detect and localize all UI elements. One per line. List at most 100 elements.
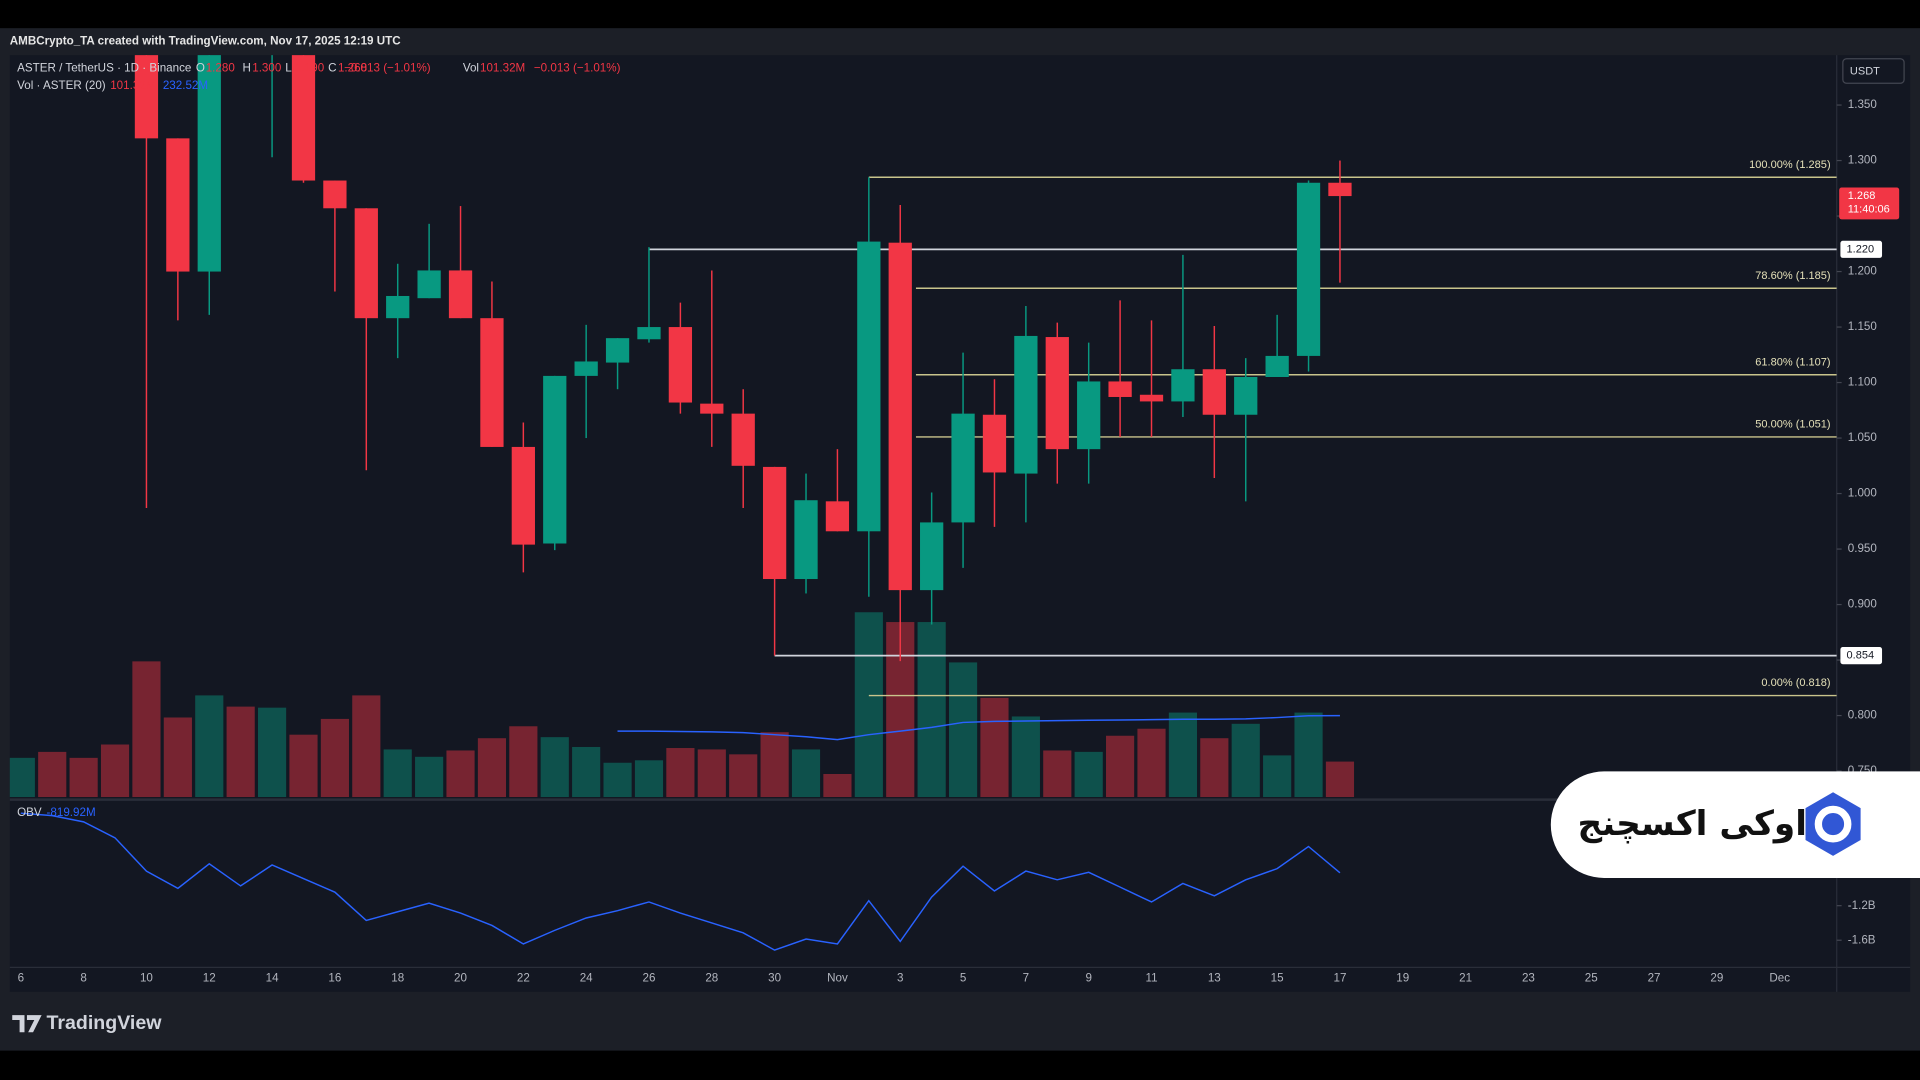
- ohlc-value: 1.300: [252, 62, 282, 75]
- symbol: ASTER / TetherUS · 1D · Binance: [17, 62, 191, 75]
- candle-body: [197, 55, 221, 272]
- x-tick-label: 15: [1271, 971, 1284, 984]
- ohlc-key: O: [196, 62, 205, 75]
- volume-bar: [1043, 750, 1072, 798]
- volume-bar: [195, 695, 224, 798]
- fib-label: 78.60% (1.185): [1755, 270, 1830, 282]
- volume-bar: [854, 612, 883, 798]
- y-tick-label: 1.300: [1848, 154, 1878, 167]
- hline-axis-box: [1840, 647, 1883, 665]
- price-label-box: [1839, 187, 1900, 220]
- volume-bar: [634, 760, 664, 798]
- x-tick-label: 17: [1333, 971, 1346, 984]
- fib-label: 0.00% (0.818): [1761, 677, 1830, 689]
- volume-bar: [948, 662, 978, 798]
- volume-bar: [1106, 735, 1135, 798]
- x-tick-label: 30: [768, 971, 781, 984]
- axes: 0.7500.8000.8500.9000.9501.0001.0501.100…: [18, 98, 1900, 984]
- candle-body: [323, 180, 347, 209]
- price-label: 1.268: [1848, 190, 1876, 202]
- candle-body: [417, 270, 441, 299]
- obv-plot: [20, 812, 1341, 951]
- obv-tick-label: -1.2B: [1848, 899, 1876, 912]
- volume-bar: [9, 757, 35, 798]
- volume-bar: [917, 622, 946, 798]
- volume-ma-value: 232.52M: [163, 79, 208, 92]
- x-tick-label: 10: [140, 971, 153, 984]
- volume-bar: [697, 749, 726, 798]
- x-tick-label: 25: [1585, 971, 1598, 984]
- x-tick-label: 6: [18, 971, 24, 984]
- candle-body: [605, 338, 630, 363]
- volume-bar: [38, 751, 67, 798]
- watermark: اوکی اکسچنج: [1550, 771, 1920, 878]
- x-tick-label: 12: [203, 971, 216, 984]
- candle-body: [731, 413, 755, 466]
- candle-body: [668, 327, 693, 403]
- x-tick-label: 27: [1648, 971, 1661, 984]
- candle-body: [1045, 337, 1069, 450]
- volume-bar: [415, 756, 444, 798]
- volume-bar: [226, 706, 255, 798]
- candle-body: [1265, 355, 1289, 378]
- y-tick-label: 0.900: [1848, 598, 1878, 611]
- candle-body: [794, 500, 818, 580]
- volume-bar: [100, 744, 130, 798]
- obv-value: -819.92M: [47, 806, 96, 819]
- legend: ASTER / TetherUS · 1D · Binance Vol · AS…: [17, 62, 620, 819]
- candle-body: [574, 361, 598, 376]
- volume-bar: [760, 732, 789, 798]
- candle-body: [857, 241, 881, 532]
- ohlc-value: 1.190: [295, 62, 325, 75]
- volume-bar: [823, 773, 852, 798]
- brand-logo: [12, 1015, 42, 1033]
- y-tick-label: 1.350: [1848, 98, 1878, 111]
- candle-body: [134, 55, 159, 139]
- volume-bar: [603, 762, 632, 798]
- watermark-text: اوکی اکسچنج: [1577, 804, 1807, 844]
- candle-body: [637, 327, 661, 340]
- volume-bar: [729, 754, 758, 798]
- x-tick-label: 26: [643, 971, 656, 984]
- volume-bar: [1325, 761, 1355, 798]
- volume-bar: [352, 695, 381, 798]
- volume-bar: [446, 750, 475, 798]
- volume-bar: [289, 734, 318, 798]
- volume-bar: [69, 757, 98, 798]
- vol-value: 101.32M: [480, 62, 525, 75]
- footer-brand: TradingView: [12, 1012, 162, 1034]
- brand: TradingView: [47, 1012, 163, 1034]
- ohlc-key: H: [242, 62, 250, 75]
- ohlc-value: 1.280: [206, 62, 236, 75]
- volume-bar: [980, 697, 1009, 798]
- ohlc-key: L: [285, 62, 292, 75]
- x-tick-label: 28: [705, 971, 718, 984]
- y-tick-label: 0.800: [1848, 709, 1878, 722]
- volume-bar: [320, 718, 349, 798]
- obv-tick-label: -1.6B: [1848, 933, 1876, 946]
- x-tick-label: 5: [960, 971, 966, 984]
- x-tick-label: 22: [517, 971, 530, 984]
- candle-body: [888, 242, 912, 591]
- currency: USDT: [1850, 66, 1880, 78]
- volume-bar: [666, 748, 695, 798]
- volume-bar: [1168, 712, 1197, 798]
- x-tick-label: 11: [1145, 971, 1157, 984]
- countdown: 11:40:06: [1848, 203, 1890, 215]
- x-tick-label: 14: [266, 971, 279, 984]
- volume-value: 101.32M: [110, 79, 155, 92]
- volume-bar: [1137, 728, 1166, 798]
- volume-bar: [540, 737, 569, 798]
- fib-label: 61.80% (1.107): [1755, 356, 1830, 368]
- candle-body: [920, 522, 944, 591]
- volume-bar: [258, 707, 287, 798]
- volume-bar: [1011, 716, 1040, 798]
- hline-axis-label: 1.220: [1847, 243, 1875, 255]
- fib-label: 100.00% (1.285): [1749, 159, 1830, 171]
- x-tick-label: 24: [580, 971, 593, 984]
- candle-body: [1328, 182, 1352, 197]
- x-tick-label: 7: [1023, 971, 1029, 984]
- candle-body: [511, 446, 535, 545]
- candle-body: [291, 55, 316, 181]
- volume-bar: [477, 738, 507, 798]
